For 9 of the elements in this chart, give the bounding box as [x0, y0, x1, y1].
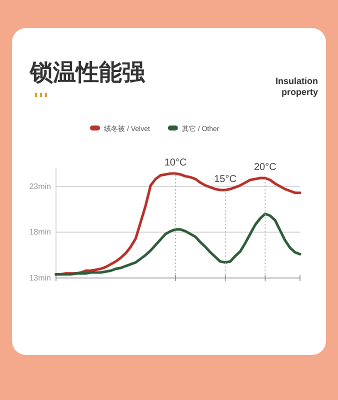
y-tick-label: 23min: [29, 182, 51, 191]
chart-subtitle: Insulation property: [276, 76, 318, 97]
y-tick-label: 18min: [29, 228, 51, 237]
x-tick-label: 15°C: [214, 174, 236, 185]
x-tick-label: 10°C: [164, 158, 187, 168]
x-tick-label: 20°C: [254, 162, 276, 174]
chart-title: 锁温性能强: [29, 59, 146, 85]
line-series: [54, 212, 302, 276]
y-tick-label: 13min: [29, 274, 51, 282]
